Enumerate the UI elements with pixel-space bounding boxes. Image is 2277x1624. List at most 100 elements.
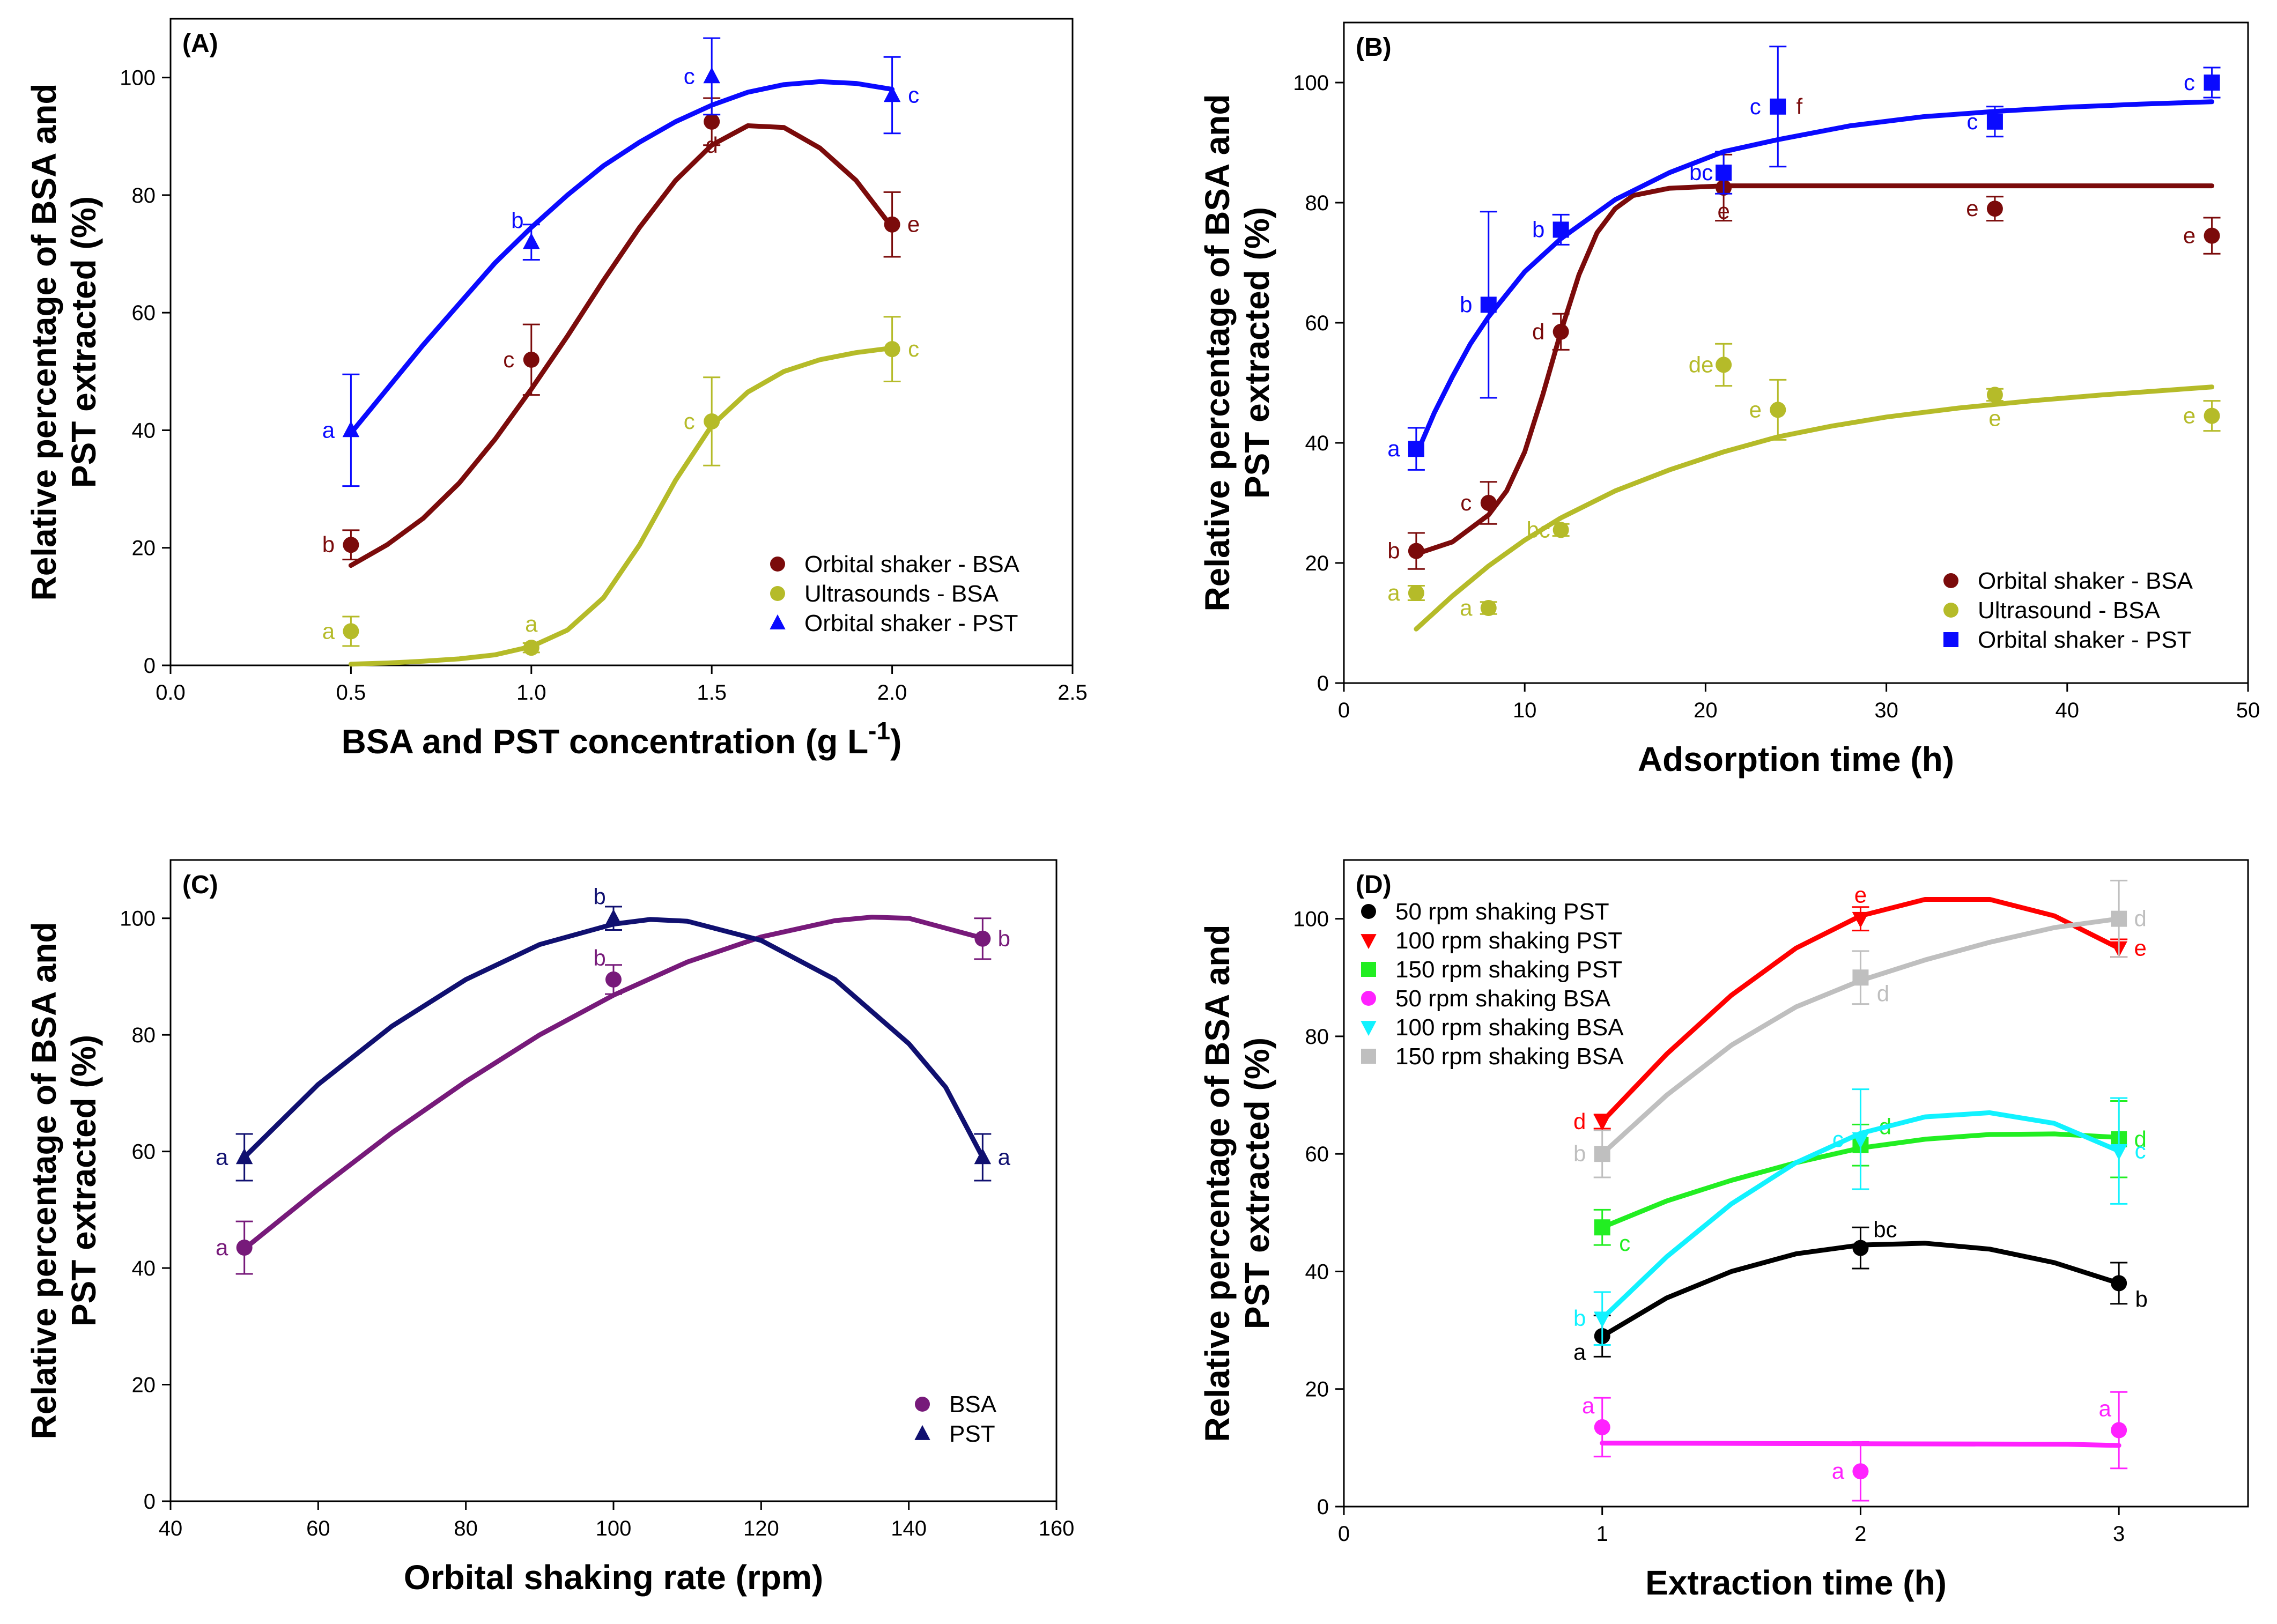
- data-point: [343, 623, 359, 640]
- data-point: [1408, 543, 1424, 559]
- data-point: [1552, 522, 1569, 538]
- significance-letter: e: [907, 212, 920, 237]
- significance-letter: d: [706, 132, 718, 158]
- fit-curve: [348, 79, 895, 436]
- y-tick-label: 40: [132, 419, 156, 442]
- data-point: [1770, 402, 1786, 418]
- panel-b: (B) 0 10 20 30 40 50 0 20 40 60 80 100 Adsorption tim…: [1198, 21, 2260, 778]
- significance-letter: e: [1966, 196, 1978, 221]
- significance-letter: d: [1877, 981, 1889, 1006]
- legend-label: Orbital shaker - BSA: [1978, 568, 2193, 594]
- y-tick-label: 20: [1305, 1378, 1329, 1401]
- y-axis-title-line2: PST extracted (%): [1238, 1037, 1276, 1329]
- x-tick-label: 40: [159, 1517, 183, 1540]
- y-tick-label: 60: [132, 1140, 156, 1164]
- significance-letter: b: [593, 884, 605, 909]
- legend-label: 50 rpm shaking BSA: [1395, 985, 1611, 1012]
- significance-letter: e: [1717, 198, 1729, 224]
- y-tick-label: 20: [132, 537, 156, 560]
- significance-letter: a: [525, 611, 538, 636]
- y-axis-title-line1: Relative percentage of BSA and: [1198, 925, 1237, 1442]
- data-point: [605, 909, 622, 925]
- data-point: [703, 67, 720, 84]
- fit-curve: [1600, 1441, 2121, 1448]
- fit-curve: [348, 123, 895, 568]
- significance-letter: b: [1387, 538, 1400, 563]
- y-axis-title: Relative percentage of BSA and PST extrac…: [1198, 925, 1276, 1442]
- legend-marker: [914, 1425, 930, 1440]
- significance-letter: a: [322, 618, 335, 643]
- x-axis-title-text: Adsorption time (h): [1638, 740, 1954, 778]
- fit-curve: [1414, 99, 2215, 457]
- legend-marker: [1361, 1049, 1376, 1064]
- x-tick-label: 2: [1854, 1522, 1866, 1546]
- significance-letter: a: [216, 1235, 228, 1260]
- significance-letter: e: [1749, 397, 1762, 422]
- y-tick-label: 80: [1305, 191, 1329, 215]
- x-tick-label: 0.0: [156, 681, 186, 705]
- legend-marker: [1943, 632, 1958, 647]
- x-tick-label: 2.5: [1058, 681, 1088, 705]
- panel-label: (D): [1356, 871, 1392, 899]
- y-tick-label: 100: [120, 907, 156, 931]
- significance-letter: a: [322, 417, 335, 442]
- fit-curve: [242, 917, 985, 1160]
- data-point: [2111, 1275, 2127, 1292]
- data-point: [883, 86, 901, 102]
- x-tick-label: 50: [2236, 699, 2260, 722]
- legend-marker: [770, 614, 786, 629]
- legend-marker: [915, 1397, 930, 1412]
- x-tick-label: 0: [1338, 699, 1350, 722]
- y-tick-label: 80: [1305, 1025, 1329, 1049]
- data-point: [1852, 911, 1869, 928]
- data-point: [974, 930, 991, 947]
- data-point: [1552, 323, 1569, 340]
- significance-letter: a: [1387, 580, 1400, 605]
- data-point: [1480, 600, 1497, 616]
- significance-letter: d: [2134, 1126, 2146, 1152]
- y-tick-label: 20: [1305, 552, 1329, 575]
- data-point: [1716, 357, 1732, 373]
- legend-marker: [1361, 991, 1376, 1006]
- legend-marker: [1361, 904, 1376, 919]
- x-tick-label: 0: [1338, 1522, 1350, 1546]
- legend-marker: [1361, 934, 1377, 950]
- significance-letter: c: [2135, 1138, 2146, 1163]
- series-bsa: a b b: [216, 915, 1010, 1275]
- x-tick-label: 100: [596, 1517, 632, 1540]
- significance-letter: a: [216, 1145, 228, 1170]
- significance-letter: a: [1460, 595, 1473, 620]
- significance-letter: b: [1573, 1306, 1586, 1331]
- x-axis-title-superscript: -1: [868, 717, 890, 745]
- data-point: [1594, 1419, 1610, 1435]
- series-orbital-shaker-pst: a b b bc c c c f: [1387, 46, 2221, 471]
- fit-curve: [1414, 384, 2215, 632]
- significance-letter: c: [684, 409, 695, 434]
- y-tick-label: 0: [144, 654, 156, 678]
- plot-frame: [169, 18, 1074, 666]
- significance-letter: b: [2135, 1286, 2147, 1311]
- x-tick-label: 2.0: [877, 681, 907, 705]
- data-point: [2204, 407, 2220, 424]
- y-axis-title-line2: PST extracted (%): [64, 196, 103, 488]
- data-point: [2204, 75, 2220, 91]
- y-tick-label: 60: [132, 301, 156, 325]
- panel-label: (A): [182, 29, 218, 58]
- legend-label: BSA: [949, 1391, 997, 1418]
- significance-letter: c: [908, 336, 919, 361]
- data-point: [2111, 1422, 2127, 1438]
- x-tick-label: 20: [1694, 699, 1718, 722]
- legend-label: 150 rpm shaking BSA: [1395, 1043, 1624, 1070]
- data-point: [605, 971, 622, 988]
- significance-letter: e: [2183, 223, 2195, 248]
- legend-label: 150 rpm shaking PST: [1395, 956, 1622, 983]
- x-tick-label: 30: [1874, 699, 1898, 722]
- x-tick-label: 120: [743, 1517, 779, 1540]
- data-point: [236, 1240, 253, 1256]
- data-point: [2110, 1144, 2127, 1160]
- significance-letter: e: [1988, 405, 2001, 431]
